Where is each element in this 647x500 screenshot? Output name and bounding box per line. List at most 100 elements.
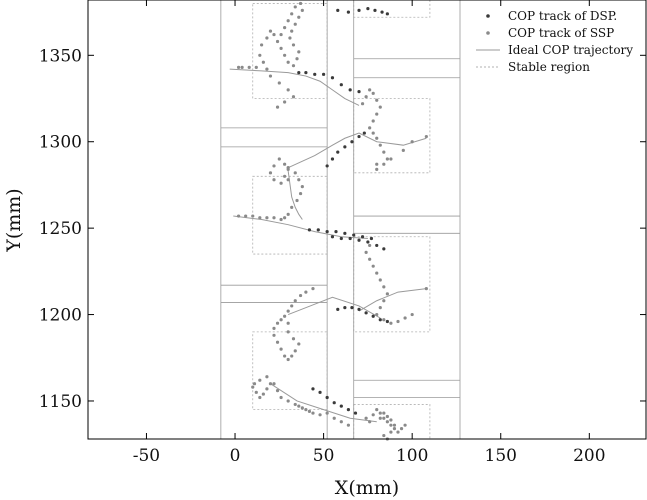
ssp-point — [261, 392, 265, 396]
x-tick-label: 100 — [396, 446, 428, 466]
ssp-point — [298, 1, 303, 6]
ssp-point — [290, 29, 294, 33]
ssp-point — [392, 423, 397, 427]
ssp-point — [272, 326, 276, 330]
dsp-point — [357, 307, 361, 311]
x-tick-label: 150 — [485, 446, 517, 466]
ssp-point — [279, 217, 283, 222]
legend-label: COP track of SSP — [508, 26, 614, 40]
ssp-point — [378, 411, 382, 415]
ssp-point — [291, 64, 296, 68]
dsp-point — [316, 228, 320, 232]
ssp-point — [279, 395, 283, 400]
ssp-point — [375, 162, 379, 166]
dsp-point — [330, 157, 335, 161]
legend-label: Ideal COP trajectory — [508, 43, 633, 57]
dsp-point — [339, 404, 343, 408]
ssp-point — [286, 330, 290, 334]
ssp-point — [300, 8, 304, 12]
x-tick-label: -50 — [133, 446, 160, 466]
stable-region-1 — [252, 175, 328, 255]
ssp-point — [293, 299, 297, 303]
ssp-point — [279, 347, 283, 351]
ssp-point — [364, 416, 368, 420]
y-tick-label: 1250 — [39, 219, 82, 239]
dsp-point — [346, 408, 350, 412]
dsp-point — [311, 387, 315, 391]
dsp-point — [297, 70, 301, 75]
ssp-point — [261, 60, 265, 64]
ssp-point — [389, 423, 393, 427]
dsp-point — [330, 235, 335, 239]
ssp-point — [368, 420, 372, 424]
ssp-point — [297, 404, 301, 408]
ssp-point — [290, 12, 294, 16]
ssp-point — [385, 292, 389, 296]
dsp-point — [352, 233, 356, 237]
ssp-point — [268, 171, 273, 175]
legend-label: Stable region — [508, 60, 590, 74]
ssp-point — [244, 214, 248, 218]
ssp-point — [325, 411, 329, 415]
ssp-point — [382, 285, 386, 289]
dsp-point — [339, 83, 343, 87]
dsp-point — [348, 236, 352, 241]
ssp-point — [371, 119, 375, 123]
dsp-point — [360, 235, 365, 239]
dsp-point — [353, 411, 358, 415]
ssp-point — [283, 314, 287, 318]
legend-dsp-marker — [486, 14, 490, 18]
ssp-point — [424, 287, 428, 291]
legend-label: COP track of DSP. — [508, 9, 617, 23]
ssp-point — [375, 98, 379, 102]
dsp-point — [380, 10, 384, 14]
dsp-point — [346, 10, 350, 14]
ssp-point — [298, 293, 303, 298]
ssp-point — [311, 411, 315, 415]
ssp-point — [300, 406, 304, 410]
dsp-point — [378, 318, 382, 322]
ssp-point — [275, 389, 280, 393]
ssp-point — [265, 36, 269, 40]
plot-frame — [87, 0, 647, 440]
ssp-point — [389, 430, 393, 434]
dsp-point — [357, 90, 361, 94]
ssp-point — [371, 264, 375, 268]
stable-region-6 — [353, 404, 431, 440]
dsp-point — [366, 7, 370, 11]
y-tick-label: 1150 — [39, 392, 82, 412]
ssp-point — [364, 250, 368, 254]
ssp-point — [401, 148, 405, 152]
dsp-point — [325, 164, 329, 168]
dsp-point — [371, 314, 375, 318]
ssp-point — [382, 411, 386, 415]
dsp-point — [362, 131, 366, 135]
ssp-point — [424, 134, 428, 139]
dsp-point — [385, 319, 389, 324]
ssp-point — [283, 174, 287, 178]
ssp-point — [240, 65, 244, 70]
ideal-trajectory-4 — [358, 288, 427, 312]
ssp-point — [272, 216, 276, 220]
ssp-point — [272, 178, 276, 182]
ssp-point — [364, 95, 368, 99]
ssp-point — [260, 43, 264, 47]
dsp-point — [334, 229, 338, 234]
ssp-point — [275, 105, 280, 109]
ssp-point — [293, 402, 297, 407]
ssp-point — [399, 427, 404, 431]
dsp-point — [318, 390, 322, 394]
x-tick-label: 0 — [230, 446, 241, 466]
dsp-point — [313, 72, 317, 76]
ssp-point — [295, 198, 299, 203]
dsp-point — [336, 150, 340, 154]
dsp-point — [348, 88, 352, 92]
ssp-point — [283, 53, 287, 57]
ssp-point — [375, 167, 379, 171]
ssp-point — [252, 382, 257, 386]
ssp-point — [265, 216, 269, 220]
ssp-point — [254, 65, 258, 70]
ssp-point — [360, 102, 365, 106]
dsp-point — [330, 76, 335, 80]
dsp-point — [325, 229, 329, 234]
